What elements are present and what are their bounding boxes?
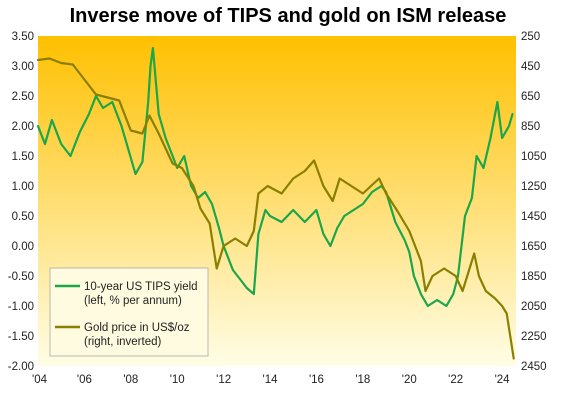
left-tick-label: 0.00 <box>12 241 34 253</box>
x-tick-label: '20 <box>402 374 417 386</box>
legend: 10-year US TIPS yield (left, % per annum… <box>49 267 209 357</box>
x-axis: '04 '06 '08 '10 '12 '14 '16 '18 '20 '22 '24 <box>32 374 510 386</box>
right-tick-label: 1050 <box>521 151 547 163</box>
right-tick-label: 2050 <box>521 301 547 313</box>
x-tick-label: '06 <box>77 374 92 386</box>
left-tick-label: -1.00 <box>8 301 34 313</box>
x-tick-label: '18 <box>355 374 370 386</box>
left-tick-label: -1.50 <box>8 331 34 343</box>
x-tick-label: '04 <box>32 374 48 386</box>
legend-label-gold-line1: Gold price in US$/oz <box>84 322 190 334</box>
x-tick-label: '08 <box>123 374 138 386</box>
right-tick-label: 1450 <box>521 211 547 223</box>
legend-box <box>49 267 209 357</box>
right-tick-label: 1850 <box>521 271 547 283</box>
left-tick-label: 1.00 <box>12 181 34 193</box>
series-layer <box>36 46 515 360</box>
left-tick-label: 1.50 <box>12 151 34 163</box>
left-tick-label: 3.50 <box>12 31 34 43</box>
x-tick-label: '12 <box>216 374 231 386</box>
right-tick-label: 2450 <box>521 361 547 373</box>
right-tick-label: 850 <box>521 121 540 133</box>
left-tick-label: -0.50 <box>8 271 34 283</box>
right-tick-label: 250 <box>521 31 540 43</box>
left-tick-label: -2.00 <box>8 361 34 373</box>
right-tick-label: 450 <box>521 61 540 73</box>
left-axis: 3.50 3.00 2.50 2.00 1.50 1.00 0.50 0.00 -0.50 -1.… <box>8 31 34 373</box>
series-line-gold-price <box>36 57 515 360</box>
series-line-tips-yield <box>36 46 514 308</box>
chart-title: Inverse move of TIPS and gold on ISM rel… <box>70 5 507 27</box>
x-tick-label: '10 <box>170 374 185 386</box>
left-tick-label: 0.50 <box>12 211 34 223</box>
x-tick-label: '24 <box>495 374 511 386</box>
left-tick-label: 2.00 <box>12 121 34 133</box>
right-tick-label: 1250 <box>521 181 547 193</box>
right-tick-label: 2250 <box>521 331 547 343</box>
x-tick-label: '16 <box>309 374 324 386</box>
legend-label-tips-line2: (left, % per annum) <box>84 295 182 307</box>
x-tick-label: '22 <box>448 374 463 386</box>
x-tick-label: '14 <box>263 374 279 386</box>
legend-label-tips-line1: 10-year US TIPS yield <box>84 281 198 293</box>
left-tick-label: 2.50 <box>12 91 34 103</box>
left-tick-label: 3.00 <box>12 61 34 73</box>
legend-label-gold-line2: (right, inverted) <box>84 336 162 348</box>
right-axis: 250 450 650 850 1050 1250 1450 1650 1850 2050 2250… <box>521 31 547 373</box>
right-tick-label: 1650 <box>521 241 547 253</box>
right-tick-label: 650 <box>521 91 540 103</box>
